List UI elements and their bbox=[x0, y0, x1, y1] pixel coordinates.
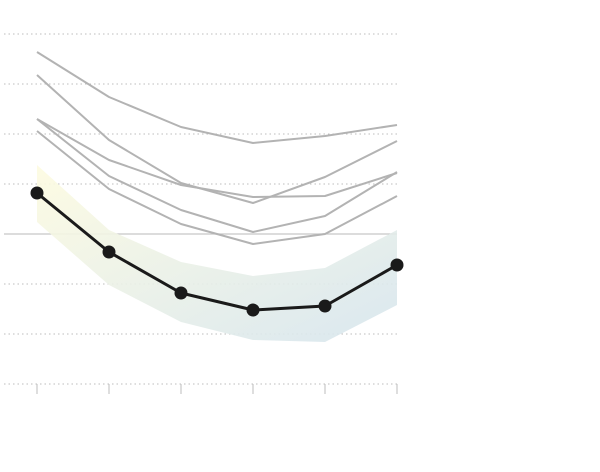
line bbox=[36, 191, 398, 312]
line bbox=[36, 51, 398, 144]
point bbox=[30, 186, 44, 200]
point bbox=[174, 286, 188, 300]
line bbox=[36, 74, 398, 204]
line bbox=[36, 118, 398, 233]
point bbox=[390, 258, 404, 272]
point bbox=[318, 299, 332, 313]
line bbox=[36, 130, 398, 245]
band bbox=[37, 165, 397, 342]
line bbox=[36, 118, 398, 198]
point bbox=[246, 303, 260, 317]
point bbox=[102, 245, 116, 259]
